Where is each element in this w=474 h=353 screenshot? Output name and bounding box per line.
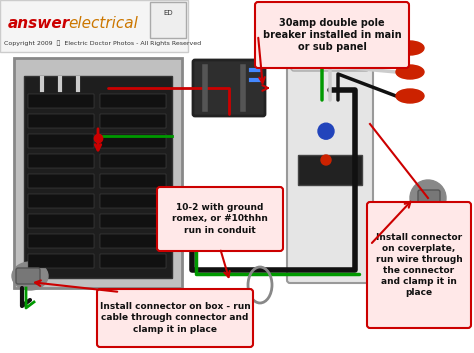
Text: electrical: electrical xyxy=(68,16,138,31)
FancyBboxPatch shape xyxy=(291,37,369,71)
Bar xyxy=(28,94,94,108)
Bar xyxy=(100,234,166,248)
Bar xyxy=(28,234,94,248)
FancyBboxPatch shape xyxy=(287,57,373,283)
Bar xyxy=(28,174,94,188)
Text: 30amp double pole
breaker installed in main
or sub panel: 30amp double pole breaker installed in m… xyxy=(263,18,401,52)
Text: Copyright 2009  ⓔ  Electric Doctor Photos - All Rights Reserved: Copyright 2009 ⓔ Electric Doctor Photos … xyxy=(4,40,201,46)
Bar xyxy=(100,114,166,128)
Circle shape xyxy=(321,155,331,165)
Bar xyxy=(100,94,166,108)
Bar xyxy=(100,214,166,228)
FancyBboxPatch shape xyxy=(150,2,186,38)
Bar xyxy=(28,254,94,268)
Ellipse shape xyxy=(396,41,424,55)
Ellipse shape xyxy=(396,89,424,103)
Bar xyxy=(100,194,166,208)
Ellipse shape xyxy=(396,65,424,79)
Text: Install connector
on coverplate,
run wire through
the connector
and clamp it in
: Install connector on coverplate, run wir… xyxy=(375,233,462,297)
Bar xyxy=(100,254,166,268)
FancyBboxPatch shape xyxy=(97,289,253,347)
Text: Install connector on box - run
cable through connector and
clamp it in place: Install connector on box - run cable thr… xyxy=(100,303,250,334)
FancyBboxPatch shape xyxy=(0,0,188,52)
Circle shape xyxy=(318,123,334,139)
Text: 10-2 with ground
romex, or #10thhn
run in conduit: 10-2 with ground romex, or #10thhn run i… xyxy=(172,203,268,235)
FancyBboxPatch shape xyxy=(16,268,40,284)
FancyBboxPatch shape xyxy=(14,58,182,288)
FancyBboxPatch shape xyxy=(367,202,471,328)
Bar xyxy=(298,155,362,185)
Bar xyxy=(28,214,94,228)
Text: ED: ED xyxy=(163,10,173,16)
FancyBboxPatch shape xyxy=(418,190,440,208)
Bar xyxy=(28,114,94,128)
FancyBboxPatch shape xyxy=(157,187,283,251)
Ellipse shape xyxy=(410,180,446,216)
Bar xyxy=(28,154,94,168)
Text: answer: answer xyxy=(8,16,70,31)
Bar xyxy=(100,154,166,168)
Bar xyxy=(100,134,166,148)
Bar xyxy=(24,76,172,278)
FancyBboxPatch shape xyxy=(255,2,409,68)
FancyBboxPatch shape xyxy=(193,60,265,116)
Ellipse shape xyxy=(12,262,48,290)
Bar xyxy=(100,174,166,188)
Bar xyxy=(28,134,94,148)
Bar xyxy=(28,194,94,208)
